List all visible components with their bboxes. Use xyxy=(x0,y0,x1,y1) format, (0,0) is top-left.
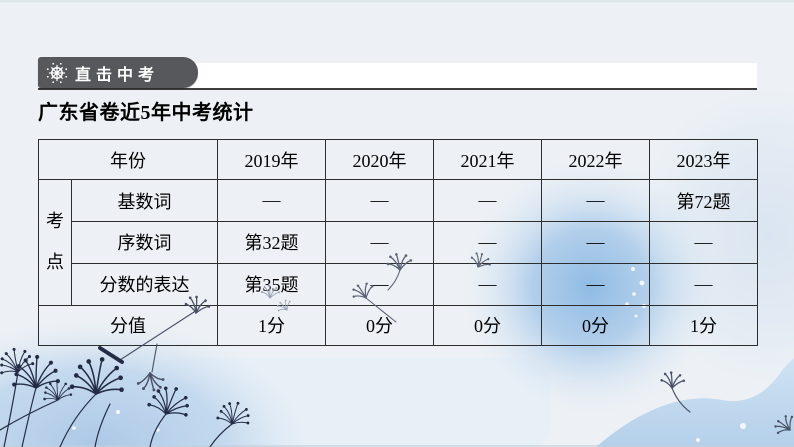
bottom-pale-band xyxy=(150,358,550,447)
bottom-right-blob xyxy=(596,358,794,447)
table-row-ordinal: 序数词 第32题 — — — — xyxy=(39,221,758,264)
table-cell: — xyxy=(325,221,434,264)
year-header-2020: 2020年 xyxy=(325,138,434,181)
table-cell: 第72题 xyxy=(649,179,758,223)
table-cell: — xyxy=(649,262,758,306)
table-cell: — xyxy=(325,179,434,223)
table-cell: 第32题 xyxy=(217,221,326,264)
table-cell: — xyxy=(433,221,542,264)
table-cell: — xyxy=(433,262,542,306)
table-row-cardinal: 考点 基数词 — — — — 第72题 xyxy=(38,179,758,306)
year-header-2021: 2021年 xyxy=(433,138,542,181)
table-cell: 0分 xyxy=(325,304,434,347)
row-label-fraction: 分数的表达 xyxy=(71,262,218,306)
year-header-2019: 2019年 xyxy=(217,138,326,181)
ship-wheel-icon xyxy=(46,62,68,83)
row-group-label: 考点 xyxy=(38,179,72,306)
section-badge: 直击中考 xyxy=(38,57,198,88)
exam-stats-table-wrap: 年份 2019年 2020年 2021年 2022年 2023年 考点 基数词 … xyxy=(38,138,758,347)
table-cell: — xyxy=(649,221,758,264)
slide-top-edge xyxy=(0,0,794,3)
table-row-fraction: 分数的表达 第35题 — — — — xyxy=(39,262,758,306)
table-cell: — xyxy=(325,262,434,306)
table-cell: — xyxy=(217,179,326,223)
wheel-ray-dots xyxy=(46,62,68,83)
table-cell: 0分 xyxy=(433,304,542,347)
corner-cell-year: 年份 xyxy=(38,138,218,181)
table-cell: 1分 xyxy=(217,304,326,347)
table-cell: — xyxy=(541,262,650,306)
row-label-score: 分值 xyxy=(38,304,218,347)
exam-stats-table: 年份 2019年 2020年 2021年 2022年 2023年 考点 基数词 … xyxy=(38,138,758,347)
row-label-cardinal: 基数词 xyxy=(71,179,218,223)
table-row-score: 分值 1分 0分 0分 0分 1分 xyxy=(38,304,758,347)
table-cell: 第35题 xyxy=(217,262,326,306)
year-header-2022: 2022年 xyxy=(541,138,650,181)
table-cell: 0分 xyxy=(541,304,650,347)
section-badge-label: 直击中考 xyxy=(75,66,160,84)
table-cell: — xyxy=(541,179,650,223)
table-header-row: 年份 2019年 2020年 2021年 2022年 2023年 xyxy=(38,138,758,181)
dandelion-plants xyxy=(0,343,255,447)
row-label-ordinal: 序数词 xyxy=(71,221,218,264)
table-cell: 1分 xyxy=(649,304,758,347)
page-title: 广东省卷近5年中考统计 xyxy=(38,102,254,124)
table-cell: — xyxy=(541,221,650,264)
table-cell: — xyxy=(433,179,542,223)
year-header-2023: 2023年 xyxy=(649,138,758,181)
